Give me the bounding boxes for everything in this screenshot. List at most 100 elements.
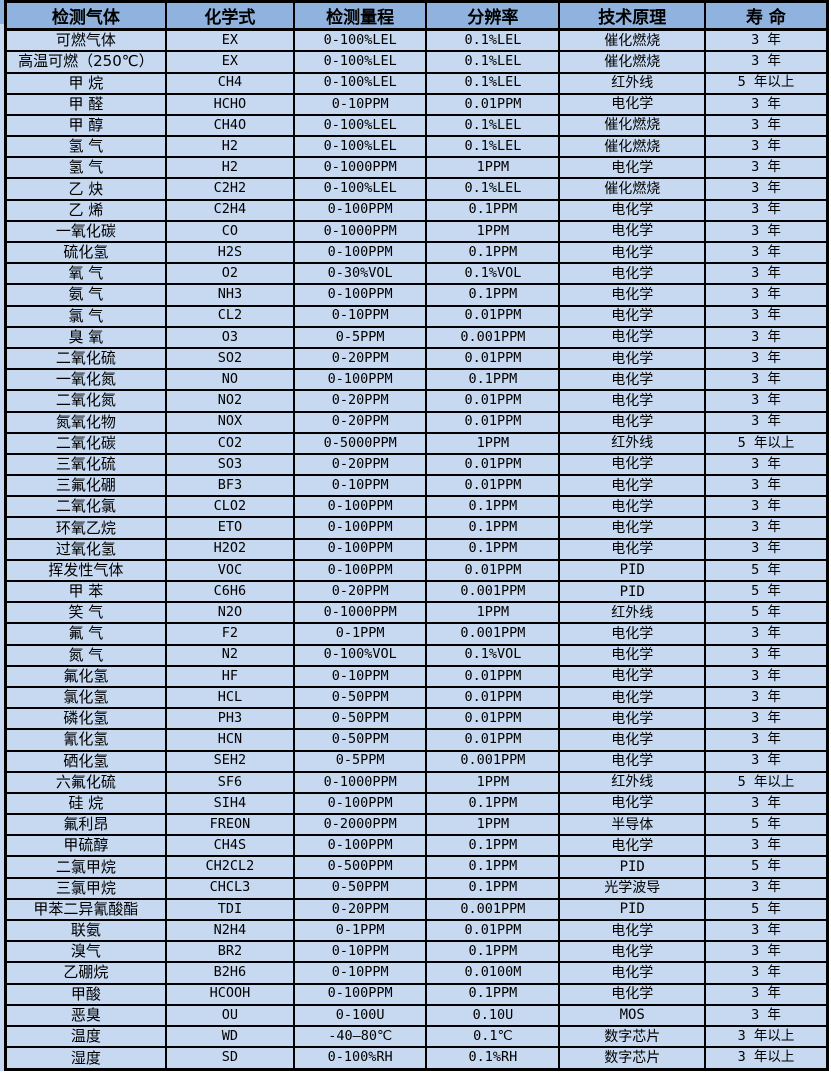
cell-range: 0-1000PPM — [292, 601, 428, 625]
cell-formula: C2H4 — [164, 198, 296, 222]
cell-range: 0-50PPM — [292, 876, 428, 900]
table-row: 二氧化氯 CLO2 0-100PPM 0.1PPM 电化学 3 年 — [4, 495, 829, 519]
cell-lifespan: 3 年 — [703, 834, 829, 858]
table-row: 高温可燃（250℃） EX 0-100%LEL 0.1%LEL 催化燃烧 3 年 — [4, 50, 829, 74]
cell-gas: 甲 醇 — [4, 113, 167, 138]
cell-resolution: 0.01PPM — [425, 918, 561, 943]
table-row: 恶臭 OU 0-100U 0.10U MOS 3 年 — [4, 1003, 829, 1027]
cell-gas: 氯化氢 — [4, 685, 167, 710]
cell-resolution: 0.1PPM — [425, 368, 561, 392]
cell-formula: N2O — [164, 601, 296, 625]
cell-lifespan: 3 年 — [703, 240, 829, 265]
cell-lifespan: 3 年 — [703, 664, 829, 688]
cell-principle: 电化学 — [558, 219, 706, 244]
cell-range: 0-100PPM — [292, 558, 428, 583]
cell-lifespan: 3 年 — [703, 728, 829, 752]
gas-spec-table: 检测气体 化学式 检测量程 分辨率 技术原理 寿 命 可燃气体 EX 0-100%L… — [4, 0, 829, 1071]
cell-formula: CH4S — [164, 834, 296, 858]
cell-principle: 红外线 — [558, 431, 706, 455]
cell-range: 0-1PPM — [292, 622, 428, 646]
cell-range: 0-100%LEL — [292, 28, 428, 53]
cell-resolution: 0.1%VOL — [425, 643, 561, 667]
cell-lifespan: 3 年 — [703, 50, 829, 74]
cell-range: 0-20PPM — [292, 452, 428, 477]
cell-formula: C6H6 — [164, 579, 296, 604]
cell-resolution: 0.01PPM — [425, 558, 561, 583]
cell-resolution: 0.1℃ — [425, 1024, 561, 1049]
cell-resolution: 0.1PPM — [425, 240, 561, 265]
cell-range: 0-5PPM — [292, 749, 428, 773]
column-header-principle: 技术原理 — [558, 0, 706, 31]
cell-lifespan: 5 年 — [703, 855, 829, 879]
cell-principle: 电化学 — [558, 685, 706, 710]
cell-resolution: 1PPM — [425, 156, 561, 180]
table-row: 硫化氢 H2S 0-100PPM 0.1PPM 电化学 3 年 — [4, 240, 829, 265]
cell-principle: 电化学 — [558, 240, 706, 265]
cell-lifespan: 3 年 — [703, 92, 829, 116]
cell-lifespan: 5 年 — [703, 579, 829, 604]
cell-lifespan: 3 年 — [703, 410, 829, 434]
cell-resolution: 1PPM — [425, 813, 561, 837]
cell-range: 0-10PPM — [292, 304, 428, 328]
cell-formula: B2H6 — [164, 961, 296, 985]
cell-resolution: 0.001PPM — [425, 749, 561, 773]
cell-resolution: 0.01PPM — [425, 728, 561, 752]
cell-resolution: 1PPM — [425, 219, 561, 244]
cell-lifespan: 3 年 — [703, 113, 829, 138]
table-row: 过氧化氢 H2O2 0-100PPM 0.1PPM 电化学 3 年 — [4, 537, 829, 561]
cell-formula: NO — [164, 368, 296, 392]
cell-formula: EX — [164, 28, 296, 53]
cell-resolution: 0.1PPM — [425, 940, 561, 964]
cell-gas: 甲苯二异氰酸酯 — [4, 897, 167, 922]
cell-principle: 电化学 — [558, 622, 706, 646]
table-body: 可燃气体 EX 0-100%LEL 0.1%LEL 催化燃烧 3 年高温可燃（250℃） E… — [4, 28, 829, 1071]
cell-principle: 红外线 — [558, 71, 706, 95]
table-header: 检测气体 化学式 检测量程 分辨率 技术原理 寿 命 — [4, 0, 829, 31]
cell-range: 0-1PPM — [292, 918, 428, 943]
cell-principle: 数字芯片 — [558, 1024, 706, 1049]
cell-lifespan: 3 年 — [703, 135, 829, 159]
cell-gas: 氟利昂 — [4, 813, 167, 837]
cell-resolution: 0.001PPM — [425, 579, 561, 604]
cell-range: 0-10PPM — [292, 664, 428, 688]
cell-principle: 电化学 — [558, 834, 706, 858]
table-row: 硒化氢 SEH2 0-5PPM 0.001PPM 电化学 3 年 — [4, 749, 829, 773]
cell-range: 0-100%RH — [292, 1046, 428, 1071]
cell-formula: SIH4 — [164, 791, 296, 816]
table-row: 二氧化碳 CO2 0-5000PPM 1PPM 红外线 5 年以上 — [4, 431, 829, 455]
table-row: 乙硼烷 B2H6 0-10PPM 0.0100M 电化学 3 年 — [4, 961, 829, 985]
table-row: 氢 气 H2 0-1000PPM 1PPM 电化学 3 年 — [4, 156, 829, 180]
cell-resolution: 1PPM — [425, 770, 561, 794]
cell-resolution: 0.1PPM — [425, 791, 561, 816]
table-row: 甲硫醇 CH4S 0-100PPM 0.1PPM 电化学 3 年 — [4, 834, 829, 858]
cell-resolution: 0.1PPM — [425, 198, 561, 222]
cell-lifespan: 3 年 — [703, 28, 829, 53]
cell-gas: 甲 苯 — [4, 579, 167, 604]
cell-range: -40—80℃ — [292, 1024, 428, 1049]
cell-lifespan: 3 年 — [703, 304, 829, 328]
cell-formula: CH2CL2 — [164, 855, 296, 879]
cell-gas: 甲硫醇 — [4, 834, 167, 858]
cell-range: 0-10PPM — [292, 940, 428, 964]
cell-formula: H2 — [164, 135, 296, 159]
cell-gas: 硅 烷 — [4, 791, 167, 816]
cell-lifespan: 5 年以上 — [703, 770, 829, 794]
cell-formula: SF6 — [164, 770, 296, 794]
cell-principle: 电化学 — [558, 92, 706, 116]
cell-resolution: 1PPM — [425, 431, 561, 455]
cell-lifespan: 3 年以上 — [703, 1046, 829, 1071]
cell-range: 0-500PPM — [292, 855, 428, 879]
cell-principle: 电化学 — [558, 982, 706, 1006]
cell-gas: 臭 氧 — [4, 325, 167, 349]
cell-lifespan: 3 年 — [703, 262, 829, 286]
cell-resolution: 1PPM — [425, 601, 561, 625]
cell-gas: 一氧化氮 — [4, 368, 167, 392]
cell-lifespan: 3 年 — [703, 346, 829, 371]
cell-range: 0-100PPM — [292, 834, 428, 858]
cell-principle: 催化燃烧 — [558, 28, 706, 53]
cell-formula: EX — [164, 50, 296, 74]
cell-principle: 电化学 — [558, 791, 706, 816]
cell-formula: CH4 — [164, 71, 296, 95]
cell-lifespan: 3 年 — [703, 198, 829, 222]
cell-formula: SD — [164, 1046, 296, 1071]
